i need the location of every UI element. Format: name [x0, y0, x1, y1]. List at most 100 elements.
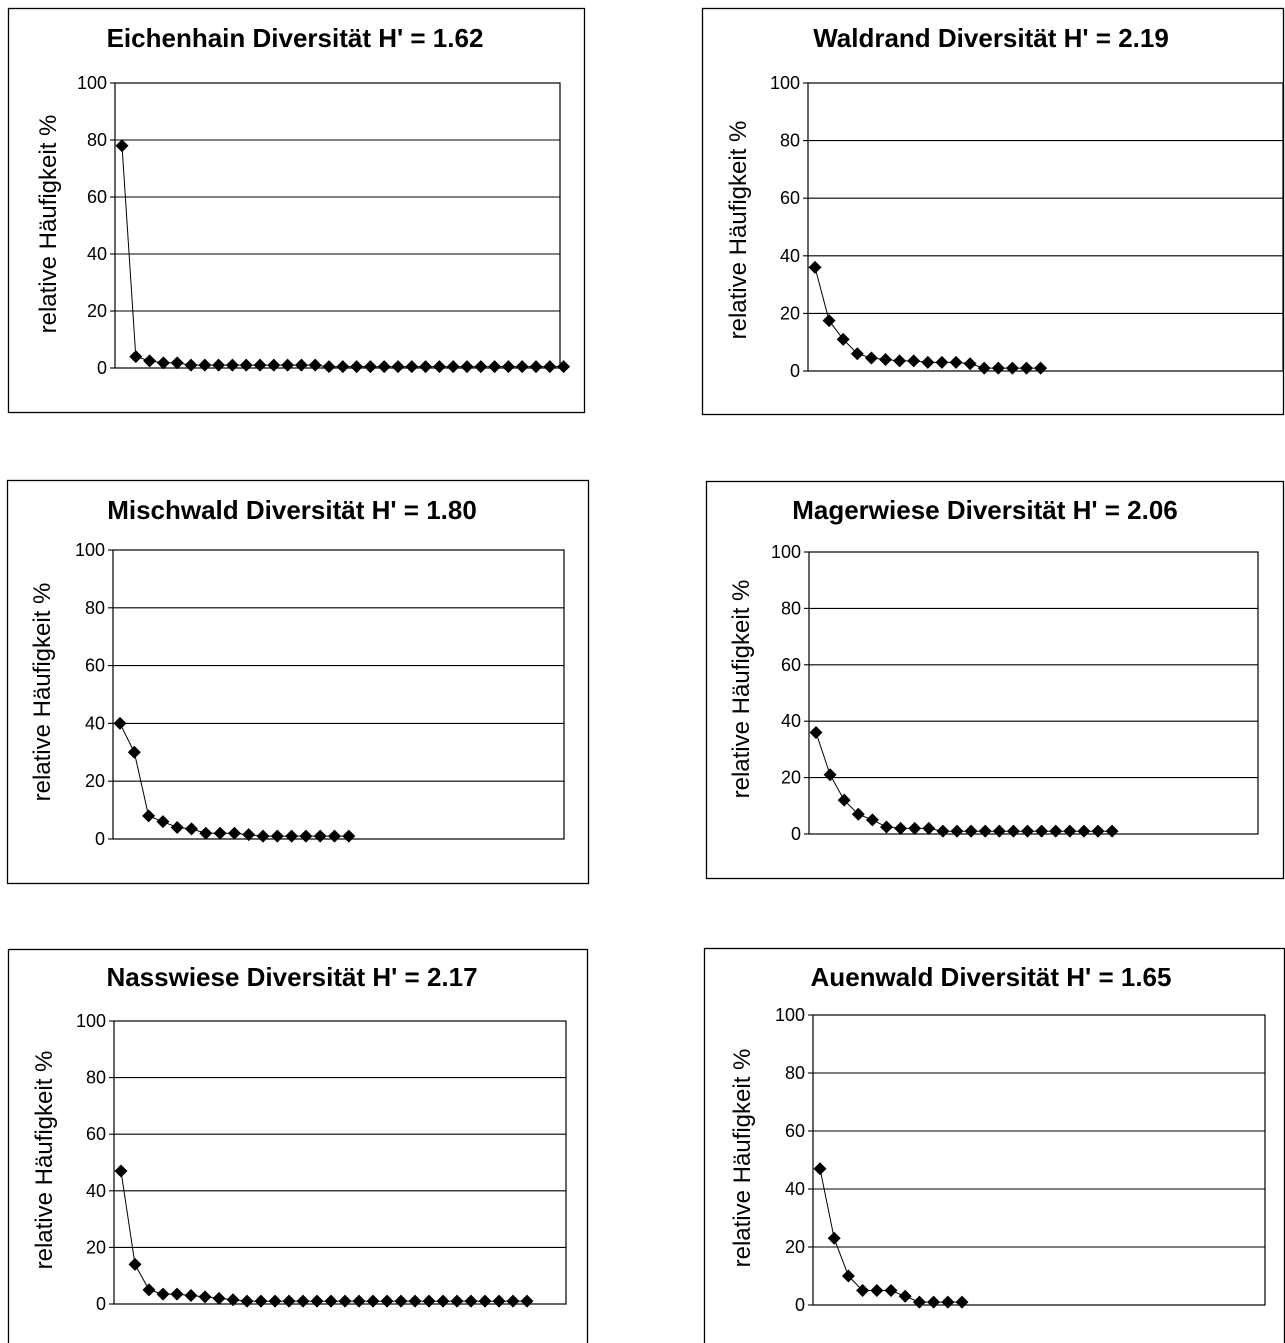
- data-point: [836, 332, 850, 346]
- data-point: [296, 1294, 310, 1308]
- data-point: [394, 1294, 408, 1308]
- data-point: [808, 260, 822, 274]
- data-point: [813, 1162, 827, 1176]
- y-tick-label: 80: [85, 598, 105, 618]
- data-point: [308, 358, 322, 372]
- chart-title: Magerwiese Diversität H' = 2.06: [792, 495, 1178, 525]
- data-point: [408, 1294, 422, 1308]
- data-point: [864, 351, 878, 365]
- data-point: [282, 1294, 296, 1308]
- chart-panel-eichenhain: Eichenhain Diversität H' = 1.62 relative…: [7, 7, 586, 414]
- data-point: [156, 1287, 170, 1301]
- data-point: [199, 826, 213, 840]
- data-point: [921, 355, 935, 369]
- data-point: [285, 829, 299, 843]
- y-tick-label: 0: [795, 1295, 805, 1315]
- chart-panel-magerwiese: Magerwiese Diversität H' = 2.06 relative…: [705, 480, 1285, 880]
- data-point: [143, 354, 157, 368]
- data-point: [115, 139, 129, 153]
- y-tick-label: 40: [780, 246, 800, 266]
- chart-eichenhain: Eichenhain Diversität H' = 1.62 relative…: [7, 7, 586, 414]
- data-point: [212, 358, 226, 372]
- data-point: [242, 828, 256, 842]
- data-point: [936, 824, 950, 838]
- data-point: [377, 360, 391, 374]
- y-tick-label: 20: [781, 768, 801, 788]
- data-point: [870, 1284, 884, 1297]
- data-point: [113, 716, 127, 730]
- data-point: [893, 354, 907, 368]
- chart-panel-auenwald: Auenwald Diversität H' = 1.65 relative H…: [703, 947, 1285, 1343]
- data-point: [950, 824, 964, 838]
- data-point: [474, 360, 488, 374]
- y-axis-label: relative Häufigkeit %: [728, 580, 755, 799]
- y-tick-label: 20: [87, 301, 107, 321]
- data-point: [912, 1295, 926, 1309]
- y-tick-label: 60: [781, 655, 801, 675]
- plot-area: 0 20 40 60 80 100: [770, 73, 1284, 381]
- y-axis-label: relative Häufigkeit %: [35, 115, 62, 334]
- y-tick-label: 20: [780, 303, 800, 323]
- data-point: [127, 745, 141, 759]
- data-point: [267, 358, 281, 372]
- data-point: [184, 1289, 198, 1303]
- data-point: [198, 1290, 212, 1304]
- data-point: [299, 829, 313, 843]
- y-axis-label: relative Häufigkeit %: [729, 1049, 756, 1268]
- plot-area: 0 20 40 60 80 100: [77, 73, 571, 378]
- y-tick-label: 40: [785, 1179, 805, 1199]
- y-tick-label: 100: [76, 1011, 106, 1031]
- data-point: [363, 360, 377, 374]
- data-point: [898, 1289, 912, 1303]
- plot-area: 0 20 40 60 80 100: [775, 1005, 1266, 1315]
- plot-box: [113, 1020, 567, 1305]
- y-axis-label: relative Häufigkeit %: [29, 583, 56, 802]
- data-point: [405, 360, 419, 374]
- y-tick-label: 60: [87, 187, 107, 207]
- chart-waldrand: Waldrand Diversität H' = 2.19 relative H…: [701, 7, 1285, 416]
- data-point: [529, 360, 543, 374]
- data-point: [350, 360, 364, 374]
- y-tick-label: 80: [785, 1063, 805, 1083]
- data-point: [156, 356, 170, 370]
- series-line: [815, 732, 1113, 832]
- chart-nasswiese: Nasswiese Diversität H' = 2.17 relative …: [7, 948, 589, 1343]
- data-point: [464, 1294, 478, 1308]
- y-axis-label: relative Häufigkeit %: [725, 121, 752, 340]
- y-tick-label: 0: [96, 1294, 106, 1314]
- data-point: [856, 1284, 870, 1297]
- data-point: [328, 829, 341, 843]
- data-point: [460, 360, 474, 374]
- y-tick-label: 80: [86, 1068, 106, 1088]
- chart-title: Eichenhain Diversität H' = 1.62: [107, 23, 484, 53]
- data-point: [342, 829, 356, 843]
- data-point: [170, 1287, 184, 1301]
- chart-mischwald: Mischwald Diversität H' = 1.80 relative …: [6, 479, 590, 885]
- data-point: [880, 820, 893, 834]
- data-point: [270, 829, 284, 843]
- data-point: [543, 360, 557, 374]
- data-point: [1049, 824, 1063, 838]
- data-point: [922, 821, 936, 835]
- data-point: [450, 1294, 464, 1308]
- data-point: [992, 824, 1006, 838]
- data-point: [1063, 824, 1077, 838]
- data-point: [391, 360, 405, 374]
- data-point: [170, 356, 184, 370]
- data-point: [239, 358, 253, 372]
- data-point: [268, 1294, 282, 1308]
- data-point: [310, 1294, 324, 1308]
- data-point: [142, 1283, 156, 1297]
- chart-panel-mischwald: Mischwald Diversität H' = 1.80 relative …: [6, 479, 590, 885]
- data-point: [227, 826, 241, 840]
- chart-auenwald: Auenwald Diversität H' = 1.65 relative H…: [703, 947, 1285, 1343]
- y-tick-label: 0: [791, 824, 801, 844]
- data-point: [823, 768, 837, 782]
- data-point: [478, 1294, 492, 1308]
- data-point: [322, 360, 336, 374]
- data-point: [884, 1284, 898, 1297]
- data-point: [419, 360, 433, 374]
- plot-box: [807, 82, 1284, 372]
- data-point: [422, 1294, 436, 1308]
- y-tick-label: 20: [785, 1237, 805, 1257]
